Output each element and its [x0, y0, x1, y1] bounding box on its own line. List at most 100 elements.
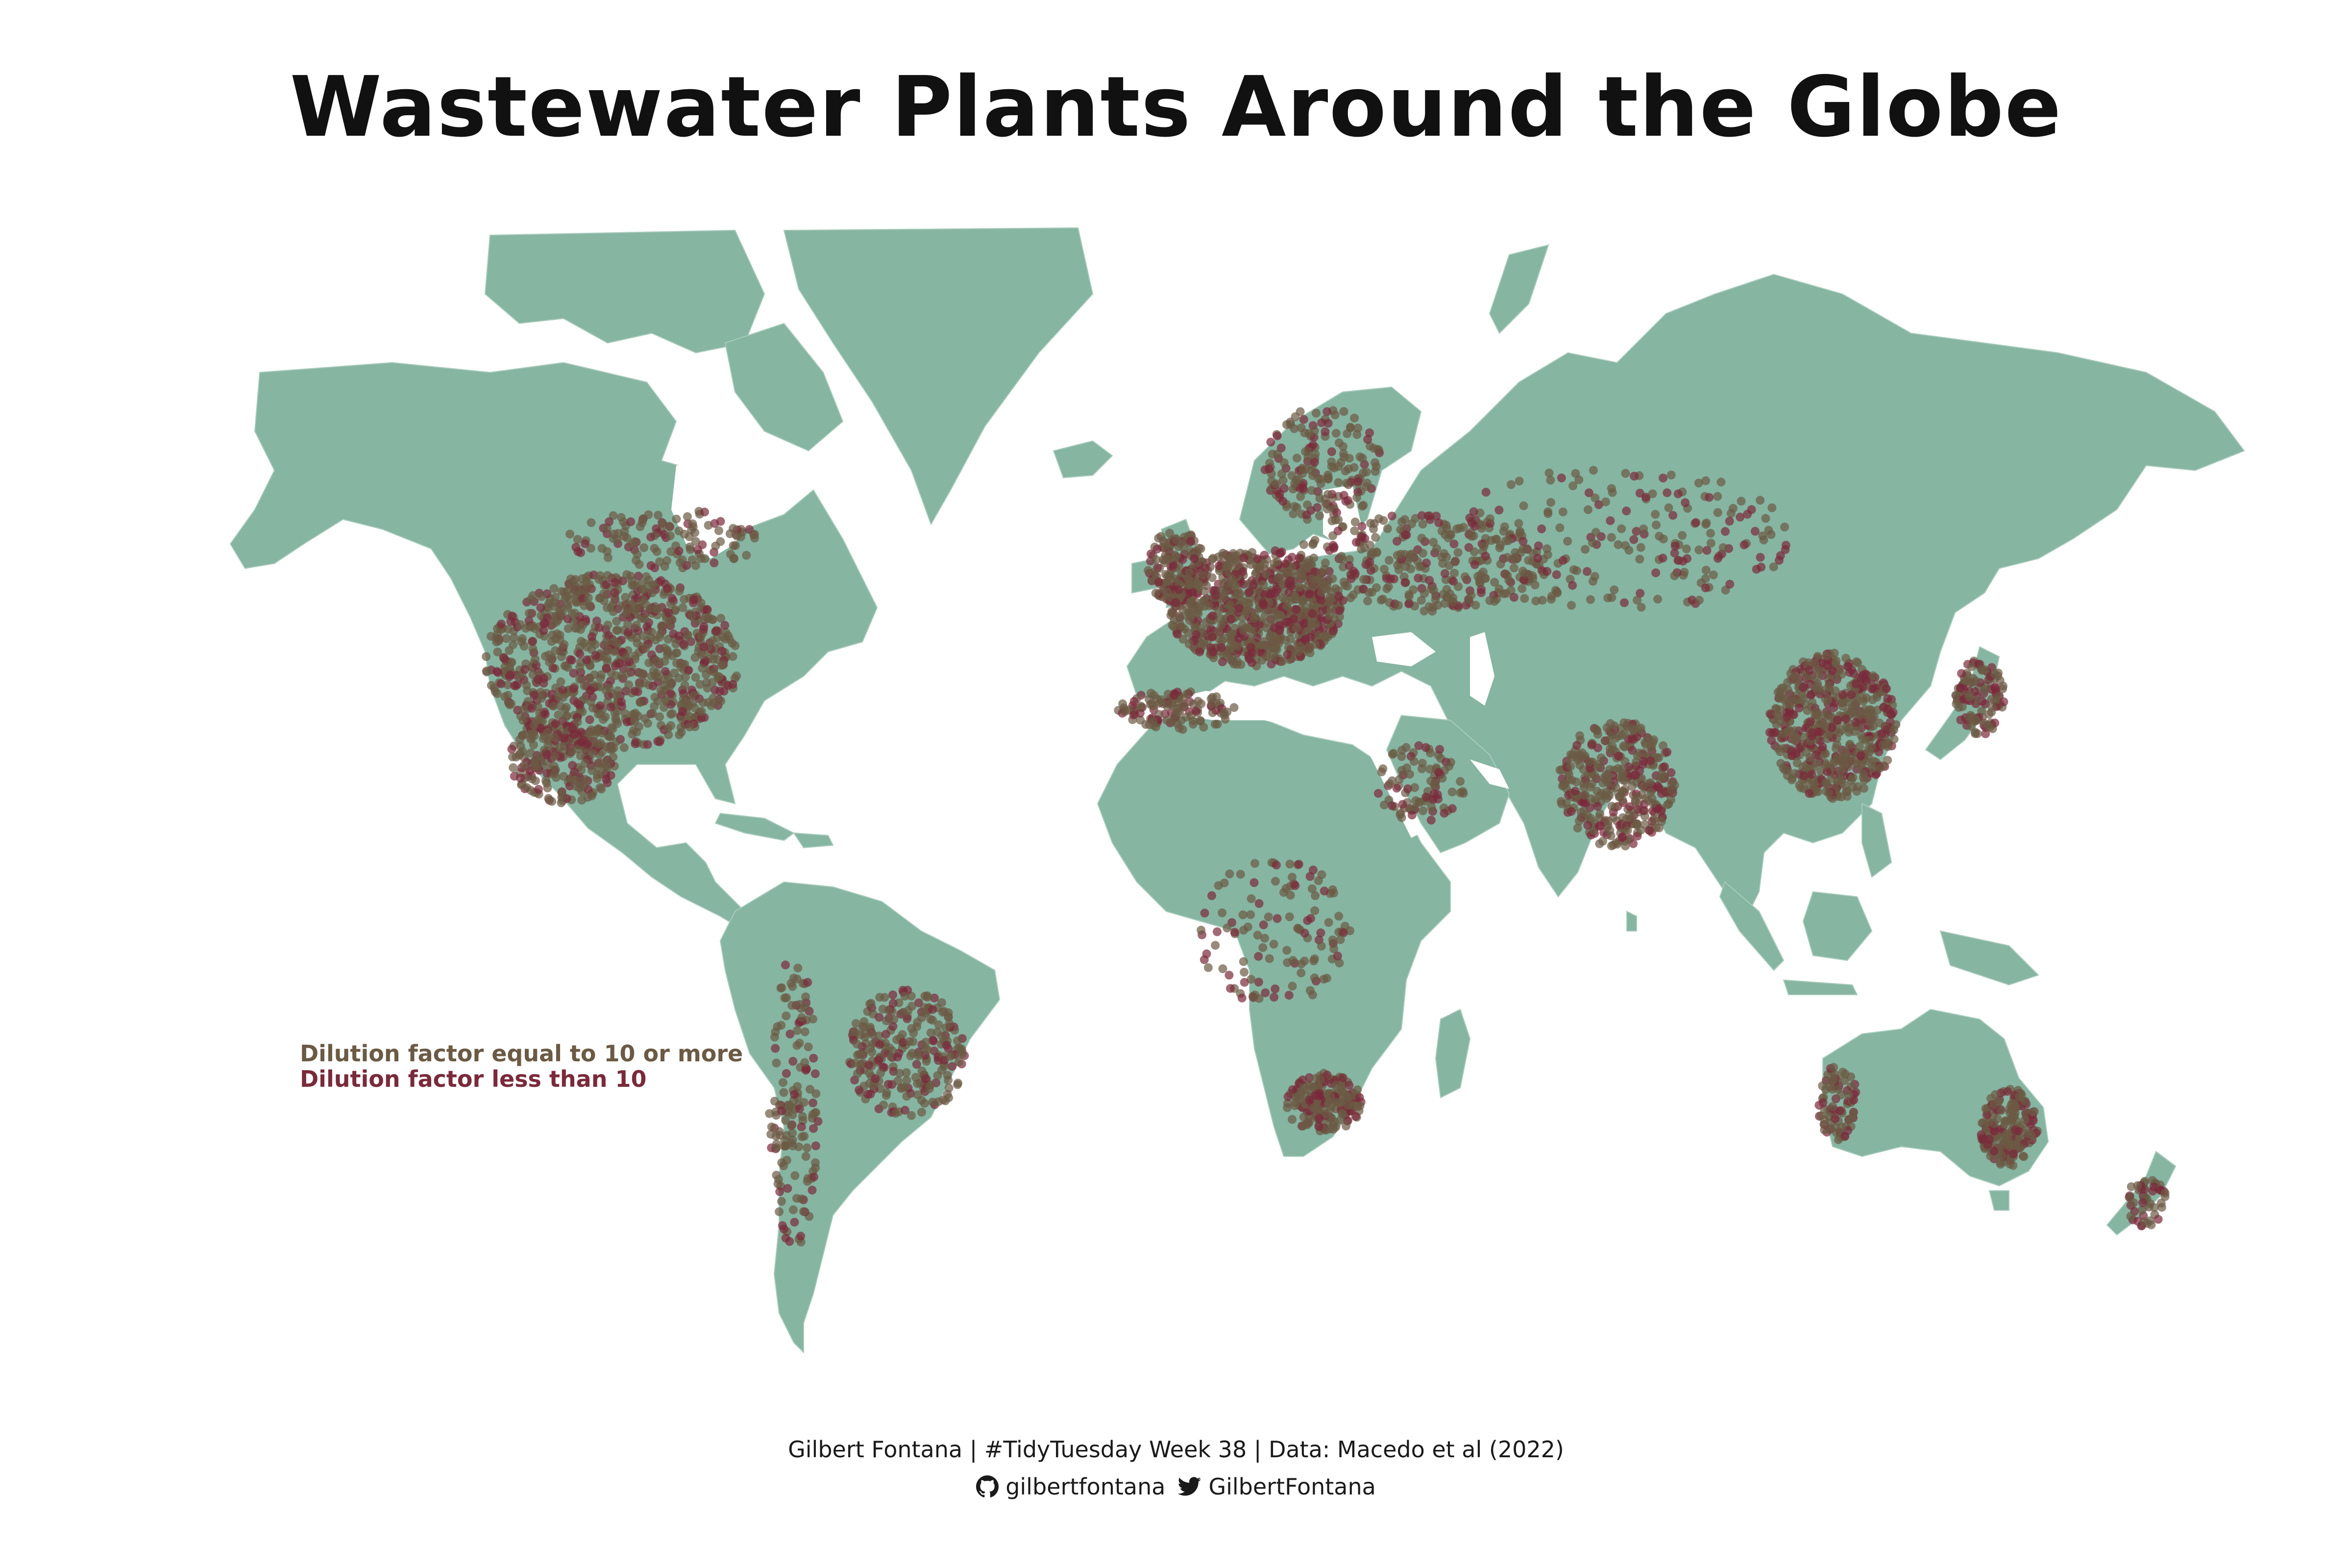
plant-point	[1371, 458, 1379, 467]
plant-point	[813, 1117, 823, 1126]
plant-point	[787, 1001, 797, 1010]
plant-point	[656, 576, 665, 585]
plant-point	[674, 526, 684, 536]
plant-point	[680, 681, 689, 690]
plant-point	[1773, 744, 1783, 753]
plant-point	[1977, 665, 1986, 674]
plant-point	[1389, 574, 1398, 584]
plant-point	[691, 537, 700, 546]
plant-point	[652, 604, 662, 613]
plant-point	[1420, 607, 1429, 615]
plant-point	[1237, 993, 1247, 1003]
plant-point	[1286, 581, 1296, 590]
plant-point	[946, 1052, 955, 1061]
plant-point	[631, 580, 640, 589]
plant-point	[1668, 511, 1678, 520]
plant-point	[1996, 1106, 2006, 1115]
plant-point	[610, 588, 619, 597]
plant-point	[1621, 469, 1630, 478]
plant-point	[1260, 612, 1270, 620]
plant-point	[1209, 647, 1218, 657]
plant-point	[1813, 710, 1822, 720]
plant-point	[711, 627, 721, 636]
plant-point	[1682, 544, 1691, 554]
plant-point	[1291, 881, 1300, 890]
plant-point	[577, 765, 586, 775]
plant-point	[1299, 1112, 1308, 1122]
plant-point	[1856, 760, 1865, 769]
plant-point	[1713, 492, 1722, 501]
plant-point	[1273, 914, 1282, 923]
plant-point	[563, 663, 572, 672]
plant-point	[933, 1071, 942, 1080]
plant-point	[497, 619, 506, 629]
plant-point	[1985, 723, 1995, 732]
plant-point	[647, 588, 657, 598]
plant-point	[1972, 716, 1981, 725]
plant-point	[1350, 414, 1359, 423]
plant-point	[1281, 636, 1290, 645]
plant-point	[795, 1038, 804, 1048]
plant-point	[1783, 685, 1792, 694]
plant-point	[1460, 572, 1470, 582]
plant-point	[801, 1003, 810, 1012]
plant-point	[888, 1022, 898, 1031]
plant-point	[1429, 538, 1438, 547]
plant-point	[609, 529, 618, 539]
plant-point	[656, 629, 665, 638]
plant-point	[796, 1231, 806, 1241]
plant-point	[1270, 993, 1278, 1002]
plant-point	[704, 612, 713, 622]
plant-point	[1217, 620, 1226, 629]
plant-point	[1200, 955, 1209, 964]
plant-point	[1470, 560, 1479, 569]
plant-point	[1670, 548, 1679, 558]
plant-point	[1631, 770, 1640, 780]
plant-point	[1528, 571, 1537, 580]
plant-point	[1350, 526, 1359, 536]
plant-point	[690, 653, 700, 662]
plant-point	[948, 1062, 957, 1071]
plant-point	[677, 714, 686, 724]
plant-point	[1557, 473, 1566, 483]
plant-point	[1688, 595, 1697, 605]
plant-point	[1603, 821, 1613, 830]
plant-point	[1330, 410, 1340, 419]
plant-point	[1337, 552, 1346, 561]
plant-point	[1387, 512, 1396, 521]
plant-point	[1232, 642, 1242, 651]
plant-point	[1250, 878, 1259, 887]
plant-point	[921, 1074, 930, 1083]
plant-point	[1350, 517, 1360, 527]
plant-point	[1849, 669, 1859, 678]
plant-point	[1317, 941, 1326, 951]
plant-point	[937, 1031, 947, 1041]
land-south-america	[719, 881, 1001, 1354]
plant-point	[1883, 694, 1892, 703]
plant-point	[1635, 555, 1644, 564]
plant-point	[1292, 503, 1301, 512]
plant-point	[1183, 628, 1193, 637]
land-sumatra	[1719, 881, 1785, 971]
plant-point	[1334, 911, 1344, 921]
plant-point	[1705, 493, 1714, 502]
plant-point	[875, 1040, 884, 1049]
plant-point	[689, 595, 698, 605]
plant-point	[1310, 458, 1319, 467]
plant-point	[1584, 488, 1593, 497]
plant-point	[1299, 540, 1308, 549]
plant-point	[902, 1092, 911, 1101]
plant-point	[1835, 728, 1844, 737]
plant-point	[895, 1069, 904, 1078]
plant-point	[1701, 520, 1711, 529]
plant-point	[777, 983, 786, 992]
plant-point	[1594, 500, 1603, 509]
plant-point	[1418, 519, 1427, 529]
plant-point	[1509, 593, 1519, 602]
plant-point	[1264, 912, 1273, 922]
plant-point	[1983, 1140, 1992, 1150]
plant-point	[1756, 495, 1765, 505]
plant-point	[1333, 952, 1342, 960]
plant-point	[640, 714, 650, 723]
plant-point	[1847, 690, 1856, 699]
